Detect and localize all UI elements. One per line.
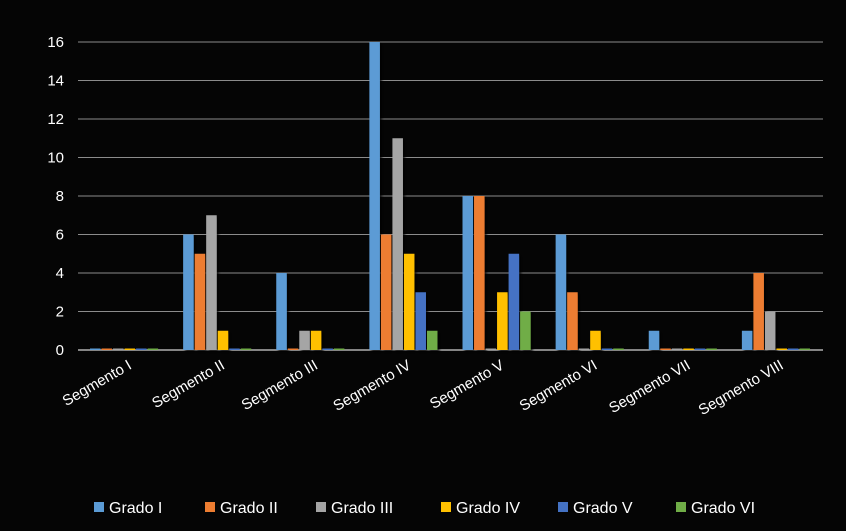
x-tick-label: Segmento VII xyxy=(606,357,693,417)
bar-grado-v-5 xyxy=(601,348,613,350)
bar-grado-i-7 xyxy=(741,330,753,350)
bar-grado-iii-1 xyxy=(206,215,217,350)
bar-grado-iii-4 xyxy=(485,348,497,350)
bar-grado-v-1 xyxy=(229,348,240,350)
legend-swatch xyxy=(205,502,215,512)
bar-grado-iv-5 xyxy=(590,330,601,350)
bar-grado-i-1 xyxy=(183,234,194,350)
bar-grado-i-0 xyxy=(90,348,101,350)
bar-grado-i-4 xyxy=(462,196,474,350)
bars xyxy=(90,42,810,350)
legend-swatch xyxy=(94,502,104,512)
bar-grado-v-6 xyxy=(694,348,706,350)
y-tick-label: 10 xyxy=(47,150,64,167)
legend-swatch xyxy=(441,502,451,512)
bar-grado-ii-1 xyxy=(194,253,206,350)
bar-grado-iv-3 xyxy=(403,253,415,350)
legend-swatch xyxy=(316,502,326,512)
x-tick-label: Segmento I xyxy=(60,357,135,410)
legend-label: Grado VI xyxy=(691,500,755,517)
x-tick-label: Segmento III xyxy=(239,357,321,414)
x-tick-label: Segmento VI xyxy=(517,357,601,415)
legend-label: Grado V xyxy=(573,500,633,517)
legend-swatch xyxy=(558,502,568,512)
bar-grado-iii-2 xyxy=(299,330,310,350)
bar-grado-ii-3 xyxy=(380,234,392,350)
bar-grado-i-3 xyxy=(369,42,380,350)
x-tick-label: Segmento V xyxy=(427,357,507,413)
legend-swatch xyxy=(676,502,686,512)
y-tick-label: 8 xyxy=(56,188,64,205)
bar-grado-iv-4 xyxy=(497,292,508,350)
bar-grado-iv-1 xyxy=(217,330,229,350)
bar-grado-v-3 xyxy=(415,292,426,350)
legend-label: Grado I xyxy=(109,500,162,517)
legend-label: Grado IV xyxy=(456,500,520,517)
bar-grado-ii-6 xyxy=(660,348,671,350)
bar-grado-v-2 xyxy=(322,348,333,350)
y-tick-label: 0 xyxy=(56,342,64,359)
bar-grado-i-5 xyxy=(555,234,567,350)
bar-grado-iii-0 xyxy=(113,348,124,350)
y-tick-label: 14 xyxy=(47,73,64,90)
bar-grado-v-7 xyxy=(787,348,799,350)
bar-grado-vi-1 xyxy=(240,348,252,350)
bar-grado-v-0 xyxy=(136,348,147,350)
bar-grado-vi-3 xyxy=(426,330,438,350)
x-tick-label: Segmento VIII xyxy=(696,357,787,419)
y-tick-label: 2 xyxy=(56,304,64,321)
y-tick-label: 12 xyxy=(47,111,64,128)
bar-grado-vi-7 xyxy=(799,348,810,350)
bar-grado-iv-7 xyxy=(776,348,787,350)
bar-grado-vi-4 xyxy=(520,311,531,350)
bar-grado-iv-0 xyxy=(124,348,136,350)
bar-grado-iii-7 xyxy=(764,311,776,350)
bar-grado-iv-6 xyxy=(683,348,694,350)
bar-grado-iii-5 xyxy=(578,348,590,350)
legend-label: Grado II xyxy=(220,500,278,517)
bar-grado-ii-5 xyxy=(567,292,578,350)
bar-grado-v-4 xyxy=(508,253,520,350)
bar-grado-vi-5 xyxy=(613,348,624,350)
x-tick-label: Segmento IV xyxy=(330,357,414,415)
bar-grado-ii-2 xyxy=(287,348,299,350)
y-tick-label: 6 xyxy=(56,227,64,244)
legend: Grado I Grado II Grado III Grado IV Grado V G… xyxy=(94,500,755,517)
bar-grado-iv-2 xyxy=(310,330,322,350)
legend-label: Grado III xyxy=(331,500,393,517)
bar-grado-i-2 xyxy=(276,273,287,350)
bar-grado-vi-2 xyxy=(333,348,345,350)
bar-grado-iii-3 xyxy=(392,138,403,350)
bar-grado-ii-0 xyxy=(101,348,113,350)
bar-grado-ii-4 xyxy=(474,196,485,350)
bar-grado-vi-6 xyxy=(706,348,717,350)
x-axis-labels: Segmento I Segmento II Segmento III Segment… xyxy=(60,357,787,419)
y-axis-ticks: 0 2 4 6 8 10 12 14 16 xyxy=(47,34,64,359)
y-tick-label: 4 xyxy=(56,265,64,282)
bar-grado-ii-7 xyxy=(753,273,764,350)
y-tick-label: 16 xyxy=(47,34,64,51)
bar-grado-vi-0 xyxy=(147,348,159,350)
bar-grado-i-6 xyxy=(648,330,660,350)
x-tick-label: Segmento II xyxy=(149,357,228,412)
bar-grado-iii-6 xyxy=(671,348,683,350)
